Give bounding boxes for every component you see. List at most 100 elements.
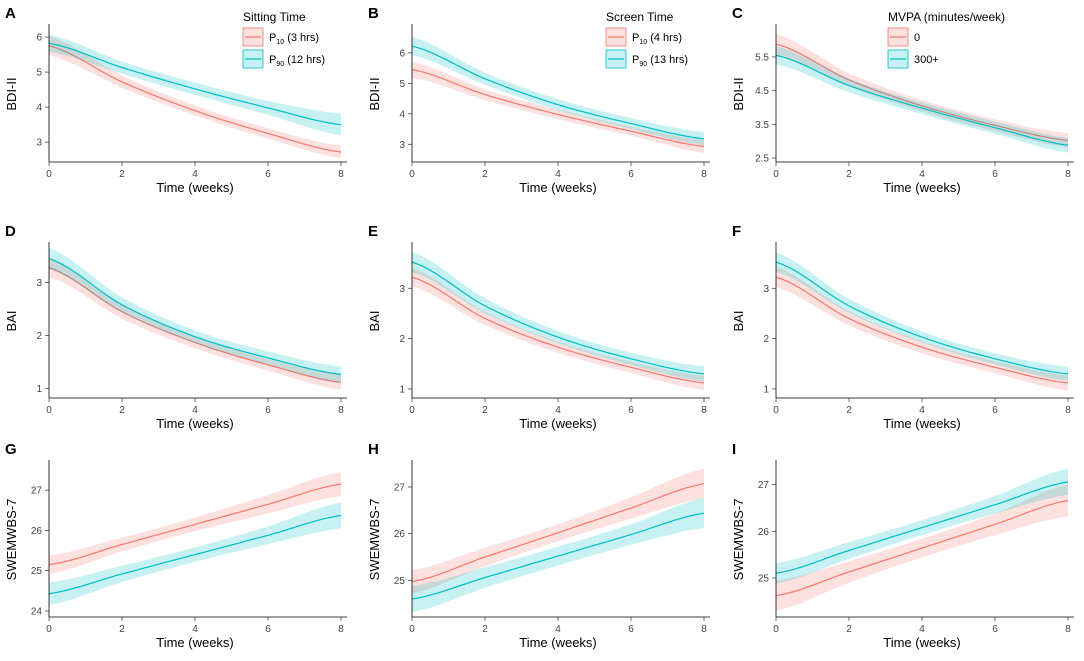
x-axis-title: Time (weeks) [519,180,597,195]
panel-letter: I [732,441,736,458]
confidence-band-cyan [412,498,704,613]
x-tick-label: 8 [701,169,707,180]
series-line-red [48,267,342,383]
y-axis-title: BDI-II [367,77,382,110]
y-tick-label: 5.5 [755,52,769,63]
x-tick-label: 0 [46,405,52,416]
panel-c: C 0 2 4 6 8 2.5 3.5 4.5 5.5 Time (weeks) BDI-II MVPA… [731,5,1074,195]
x-tick-label: 8 [1065,624,1071,635]
y-tick-label: 5 [399,79,405,90]
x-tick-label: 8 [1065,169,1071,180]
x-tick-label: 2 [482,624,488,635]
y-tick-label: 26 [394,529,406,540]
x-tick-label: 2 [119,405,125,416]
x-tick-label: 0 [46,624,52,635]
y-axis-title: SWEMWBS-7 [4,499,19,581]
x-tick-label: 0 [773,624,779,635]
x-tick-label: 6 [992,405,998,416]
x-tick-label: 8 [701,405,707,416]
y-tick-label: 3 [36,138,42,149]
y-tick-label: 25 [758,574,770,585]
x-tick-label: 4 [919,624,925,635]
confidence-band-red [412,468,704,594]
legend: MVPA (minutes/week) 0 300+ [887,10,1005,69]
panel-f: F 0 2 4 6 8 1 2 3 Time (weeks) BAI [731,223,1074,431]
y-tick-label: 25 [394,576,406,587]
panel-d: D 0 2 4 6 8 1 2 3 Time (weeks) BAI [4,223,347,431]
y-tick-label: 27 [394,483,406,494]
y-tick-label: 3.5 [755,120,769,131]
y-tick-label: 2 [399,334,405,345]
y-tick-label: 2 [763,334,769,345]
series-line-cyan [411,512,705,600]
series-line-red [775,499,1069,597]
series-line-cyan [775,54,1069,146]
y-tick-label: 27 [31,486,43,497]
x-tick-label: 2 [846,624,852,635]
x-axis-title: Time (weeks) [883,416,961,431]
legend-entry-label: P90 (13 hrs) [632,54,688,68]
series-line-cyan [48,514,342,595]
series-line-red [48,45,342,153]
panel-h: H 0 2 4 6 8 25 26 27 Time (weeks) SWEMWBS-7 [367,441,710,650]
x-tick-label: 0 [409,169,415,180]
confidence-band-cyan [776,46,1068,153]
x-tick-label: 2 [846,169,852,180]
series-line-cyan [48,258,342,375]
x-axis-title: Time (weeks) [156,416,234,431]
y-axis-title: BDI-II [731,77,746,110]
series-line-red [411,276,705,384]
x-tick-label: 2 [119,169,125,180]
y-tick-label: 2 [36,331,42,342]
y-tick-label: 2.5 [755,154,769,165]
series-line-red [48,483,342,566]
y-axis-title: BAI [4,311,19,332]
y-tick-label: 27 [758,480,770,491]
panel-letter: B [368,5,379,22]
y-axis-title: BDI-II [4,77,19,110]
legend-entry-label: 0 [914,32,920,44]
y-tick-label: 5 [36,68,42,79]
panel-letter: G [5,441,17,458]
x-tick-label: 2 [482,169,488,180]
x-tick-label: 0 [46,169,52,180]
y-tick-label: 4 [36,103,42,114]
y-tick-label: 4.5 [755,86,769,97]
legend: Screen Time P10 (4 hrs) P90 (13 hrs) [605,10,688,69]
x-axis-title: Time (weeks) [883,180,961,195]
y-tick-label: 3 [399,140,405,151]
panel-letter: H [368,441,379,458]
panel-letter: C [732,5,743,22]
legend-entry-label: P10 (3 hrs) [269,32,319,46]
panel-a: A 0 2 4 6 8 3 4 5 6 Time (weeks) BDI-II Sitting Time… [4,5,347,195]
confidence-band-cyan [776,468,1068,584]
series-line-red [411,483,705,583]
x-tick-label: 4 [919,169,925,180]
y-tick-label: 25 [31,566,43,577]
y-tick-label: 26 [31,526,43,537]
y-tick-label: 4 [399,109,405,120]
confidence-band-red [49,472,341,574]
x-tick-label: 6 [992,169,998,180]
legend-entry-label: P10 (4 hrs) [632,32,682,46]
y-tick-label: 1 [36,384,42,395]
x-tick-label: 6 [265,169,271,180]
confidence-band-cyan [49,34,341,136]
panel-letter: A [5,5,16,22]
confidence-band-red [412,62,704,153]
y-axis-title: BAI [367,311,382,332]
legend-title: Sitting Time [243,10,306,24]
panel-e: E 0 2 4 6 8 1 2 3 Time (weeks) BAI [367,223,710,431]
x-axis-title: Time (weeks) [156,635,234,650]
x-tick-label: 6 [992,624,998,635]
x-tick-label: 6 [628,624,634,635]
x-axis-title: Time (weeks) [156,180,234,195]
y-tick-label: 1 [399,384,405,395]
x-tick-label: 8 [338,624,344,635]
series-line-cyan [411,45,705,140]
x-axis-title: Time (weeks) [519,416,597,431]
x-tick-label: 4 [555,169,561,180]
legend-entry-label: P90 (12 hrs) [269,54,325,68]
